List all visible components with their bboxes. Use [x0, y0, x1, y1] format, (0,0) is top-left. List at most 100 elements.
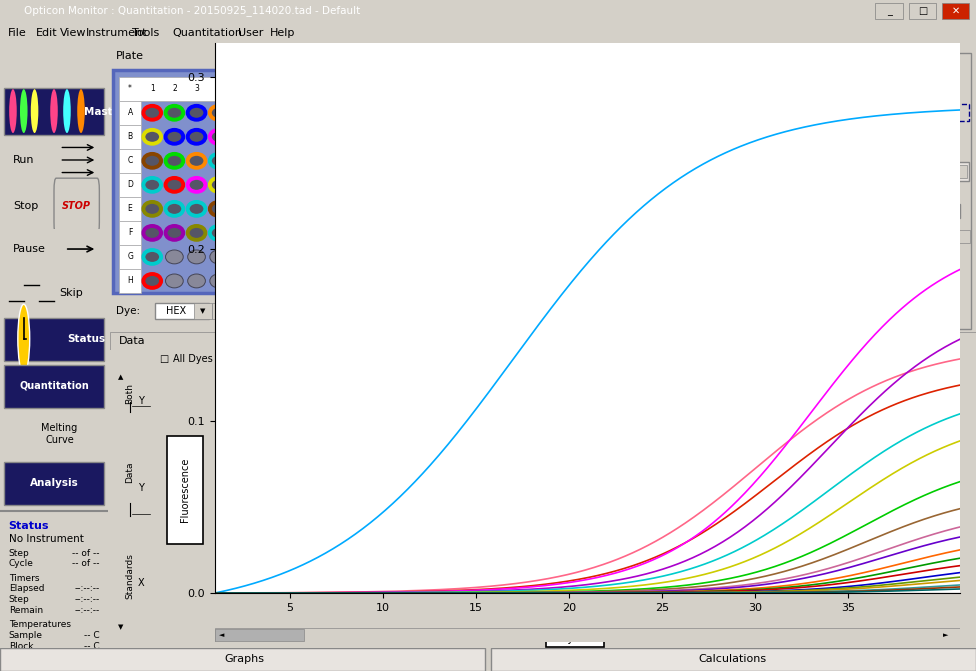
Circle shape [299, 250, 316, 264]
Circle shape [210, 274, 227, 288]
Text: Both: Both [126, 384, 135, 405]
Circle shape [77, 89, 85, 133]
Text: 50: 50 [584, 221, 595, 231]
Circle shape [365, 250, 383, 264]
Text: Well: Well [439, 91, 463, 101]
Circle shape [299, 178, 316, 192]
Circle shape [210, 154, 227, 168]
Text: Cycle:: Cycle: [335, 306, 367, 316]
Bar [368, 303, 392, 319]
Text: Data: Data [119, 336, 145, 346]
Text: Sample: Sample [495, 111, 532, 121]
Text: Help: Help [270, 28, 296, 38]
Text: No Instrument: No Instrument [9, 534, 84, 544]
Circle shape [387, 226, 405, 240]
Circle shape [166, 250, 183, 264]
Text: Threshold:: Threshold: [759, 193, 826, 203]
Circle shape [166, 106, 183, 119]
Text: Log Scale: Log Scale [295, 354, 341, 364]
Text: Elapsed: Elapsed [9, 584, 44, 593]
Circle shape [18, 304, 29, 373]
Circle shape [166, 202, 183, 216]
Bar [4, 318, 103, 360]
Text: Step:: Step: [239, 306, 266, 316]
Text: F: F [128, 228, 133, 238]
Circle shape [365, 130, 383, 144]
Bar [119, 149, 142, 173]
Text: ÷: ÷ [908, 168, 914, 174]
Circle shape [343, 154, 360, 168]
Text: -- C: -- C [84, 631, 100, 640]
Circle shape [387, 250, 405, 264]
Circle shape [166, 178, 183, 192]
Circle shape [166, 154, 183, 168]
Text: A4: A4 [451, 177, 464, 187]
Bar [4, 413, 103, 458]
Circle shape [187, 226, 205, 240]
Text: Cycle: Cycle [560, 634, 590, 644]
Circle shape [232, 250, 250, 264]
Text: Skip: Skip [60, 288, 83, 298]
Text: Opticon Monitor : Quantitation - 20150925_114020.tad - Default: Opticon Monitor : Quantitation - 2015092… [24, 5, 361, 17]
Text: 9: 9 [327, 85, 332, 93]
Bar [215, 629, 305, 641]
Circle shape [210, 178, 227, 192]
Text: Quantitation: Quantitation [20, 380, 89, 391]
Bar [4, 365, 103, 408]
Text: 3: 3 [194, 85, 199, 93]
Circle shape [276, 226, 294, 240]
Bar [281, 303, 311, 319]
Circle shape [343, 274, 360, 288]
Text: G: G [127, 252, 133, 262]
Circle shape [254, 130, 272, 144]
Text: ◄: ◄ [219, 632, 224, 638]
Text: Stop: Stop [13, 201, 38, 211]
Text: Status: Status [67, 333, 105, 344]
Circle shape [276, 202, 294, 216]
Text: *: * [128, 85, 132, 93]
Text: 10: 10 [346, 85, 356, 93]
Text: Standard: Standard [495, 177, 540, 187]
Circle shape [63, 89, 70, 133]
Bar [4, 88, 103, 135]
Text: Manage...: Manage... [630, 72, 675, 81]
Text: X: X [909, 232, 915, 242]
Text: Dye:: Dye: [116, 306, 141, 316]
Circle shape [387, 274, 405, 288]
Circle shape [276, 178, 294, 192]
Text: ▼: ▼ [118, 624, 124, 629]
Text: Options: Options [761, 56, 804, 66]
Bar [621, 356, 775, 362]
Text: 7: 7 [283, 85, 288, 93]
Bar [931, 165, 954, 178]
Text: User: User [238, 28, 264, 38]
Bar [119, 125, 142, 149]
Text: Y: Y [138, 482, 143, 493]
Bar [4, 229, 103, 270]
Text: 0.000: 0.000 [913, 206, 942, 216]
Bar [430, 149, 446, 171]
Text: A2: A2 [451, 133, 464, 143]
Bar [430, 259, 446, 281]
Bar [430, 193, 446, 215]
Text: A3: A3 [451, 155, 464, 165]
Circle shape [343, 250, 360, 264]
Circle shape [254, 154, 272, 168]
Text: ►: ► [944, 632, 949, 638]
Text: ▲: ▲ [218, 306, 222, 311]
Text: ▼: ▼ [316, 311, 321, 316]
Text: Standard: Standard [495, 243, 540, 253]
Text: ○  Minimum Over Cycle Range: ○ Minimum Over Cycle Range [777, 95, 928, 105]
Text: B: B [128, 132, 133, 142]
Text: Run: Run [13, 155, 34, 165]
Circle shape [320, 178, 339, 192]
Circle shape [232, 130, 250, 144]
Circle shape [365, 106, 383, 119]
Circle shape [210, 250, 227, 264]
Text: E: E [128, 205, 133, 213]
Text: 4: 4 [293, 306, 299, 316]
Text: 11: 11 [369, 85, 379, 93]
Circle shape [299, 274, 316, 288]
Text: ▼: ▼ [218, 311, 222, 316]
Text: Group:: Group: [436, 71, 471, 81]
